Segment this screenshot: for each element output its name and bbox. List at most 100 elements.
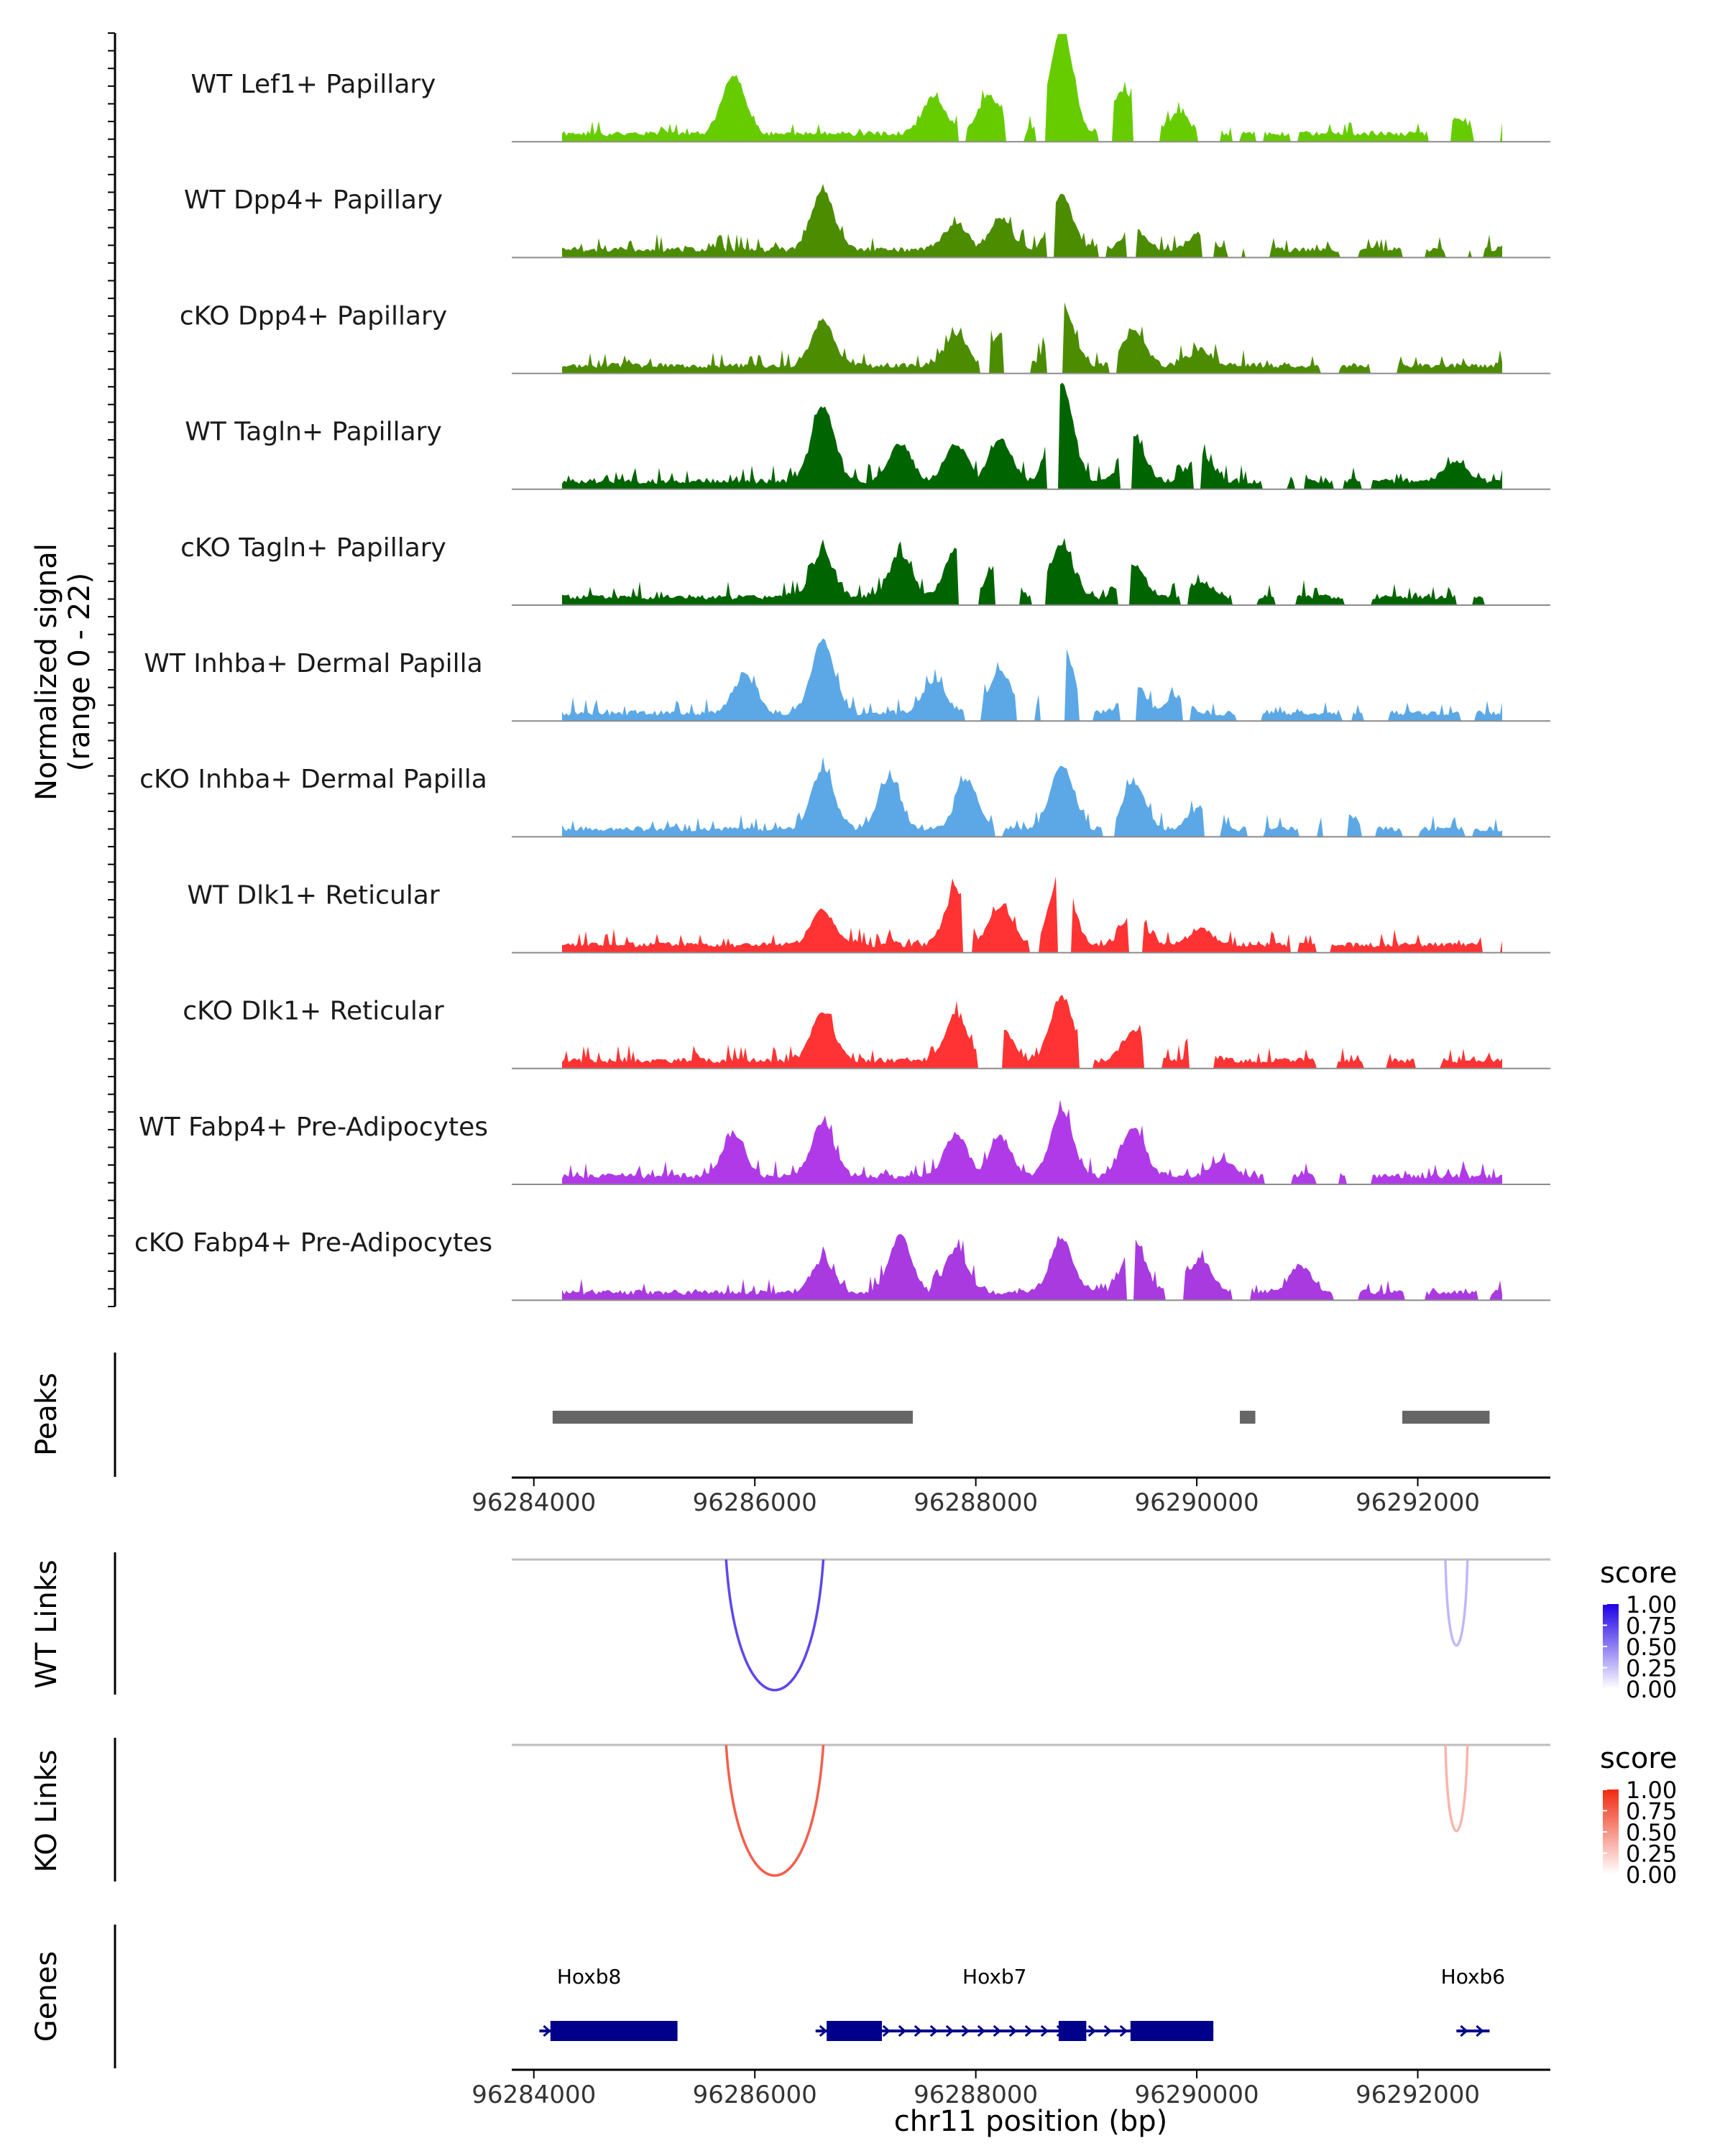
legend-label: 1.00 — [1626, 1777, 1677, 1804]
track-label: WT Dpp4+ Papillary — [184, 185, 443, 215]
gene-label: Hoxb7 — [962, 1965, 1026, 1989]
gene-models: Hoxb8 Hoxb7 Hoxb6 — [539, 1965, 1505, 2041]
strand-arrow — [1460, 2024, 1468, 2037]
x-tick-label: 96290000 — [1135, 1488, 1259, 1517]
legend-label: 1.00 — [1626, 1591, 1677, 1618]
strand-arrow — [1040, 2024, 1049, 2037]
legend-label: 0.75 — [1626, 1798, 1677, 1825]
coverage-track: cKO Tagln+ Papillary — [180, 533, 1550, 606]
legend-label: 0.25 — [1626, 1655, 1677, 1682]
ko-links-panel: KO Links score 1.000.750.500.250.00 — [30, 1738, 1677, 1889]
strand-arrow — [1008, 2024, 1018, 2037]
gene-exon — [1130, 2021, 1214, 2041]
coverage-area — [562, 34, 1502, 142]
strand-arrow — [961, 2024, 970, 2037]
coverage-y-label-line2: (range 0 - 22) — [63, 573, 96, 771]
coverage-area — [562, 995, 1502, 1069]
x-tick-label: 96284000 — [472, 1488, 596, 1517]
wt-links-panel: WT Links score 1.000.750.500.250.00 — [30, 1552, 1677, 1703]
strand-arrow — [898, 2024, 907, 2037]
track-label: WT Tagln+ Papillary — [185, 418, 442, 447]
x-tick-label: 96292000 — [1356, 2081, 1480, 2109]
x-tick-label: 96286000 — [693, 2081, 817, 2109]
peak-region — [1402, 1411, 1490, 1424]
genes-x-label: chr11 position (bp) — [894, 2105, 1168, 2138]
ko-score-legend: score 1.000.750.500.250.00 — [1600, 1742, 1677, 1889]
track-label: cKO Fabp4+ Pre-Adipocytes — [134, 1228, 492, 1258]
gene-exon — [550, 2021, 678, 2041]
coverage-area — [562, 638, 1502, 722]
strand-arrow — [882, 2024, 891, 2037]
strand-arrow — [1024, 2024, 1034, 2037]
strand-arrow — [1103, 2024, 1113, 2037]
track-label: WT Inhba+ Dermal Papilla — [144, 649, 482, 678]
gene-model: Hoxb6 — [1441, 1965, 1505, 2037]
strand-arrow — [1476, 2024, 1484, 2037]
genes-panel: Genes Hoxb8 Hoxb7 Hoxb6 96284000 96286000 96… — [30, 1925, 1550, 2138]
gene-model: Hoxb8 — [539, 1965, 678, 2041]
gene-label: Hoxb6 — [1441, 1965, 1505, 1989]
x-tick-label: 96288000 — [914, 2081, 1038, 2109]
coverage-track: cKO Fabp4+ Pre-Adipocytes — [134, 1228, 1550, 1302]
strand-arrow — [945, 2024, 954, 2037]
peaks-x-ticks: 96284000 96286000 96288000 96290000 96292000 — [472, 1478, 1480, 1517]
ko-legend-title: score — [1600, 1742, 1677, 1775]
wt-legend-title: score — [1600, 1557, 1677, 1590]
gene-label: Hoxb8 — [557, 1965, 621, 1989]
coverage-track: WT Inhba+ Dermal Papilla — [144, 638, 1550, 722]
gene-model: Hoxb7 — [815, 1965, 1214, 2041]
link-arc — [724, 1559, 825, 1692]
peak-region — [1240, 1411, 1256, 1424]
link-arc — [724, 1744, 825, 1877]
x-tick-label: 96286000 — [693, 1488, 817, 1517]
genes-y-label: Genes — [30, 1951, 63, 2042]
coverage-y-ticks — [108, 32, 115, 1307]
coverage-area — [562, 876, 1502, 953]
coverage-track: cKO Inhba+ Dermal Papilla — [139, 756, 1550, 838]
genes-x-ticks: 96284000 96286000 96288000 96290000 96292000 — [472, 2070, 1480, 2109]
peak-region — [552, 1411, 914, 1424]
track-label: cKO Dpp4+ Papillary — [180, 301, 447, 331]
coverage-tracks: WT Lef1+ Papillary WT Dpp4+ Papillary cKO … — [134, 34, 1550, 1302]
gene-exon — [1058, 2021, 1087, 2041]
peak-regions — [552, 1411, 1490, 1424]
coverage-track: cKO Dlk1+ Reticular — [183, 995, 1550, 1069]
strand-arrow — [977, 2024, 986, 2037]
track-label: WT Dlk1+ Reticular — [187, 880, 439, 910]
coverage-track: WT Fabp4+ Pre-Adipocytes — [139, 1100, 1550, 1185]
legend-label: 0.25 — [1626, 1841, 1677, 1868]
legend-label: 0.75 — [1626, 1613, 1677, 1640]
coverage-area — [562, 538, 1502, 605]
track-label: WT Lef1+ Papillary — [191, 70, 436, 99]
legend-label: 0.50 — [1626, 1634, 1677, 1661]
link-arc — [1444, 1559, 1469, 1647]
ko-link-arcs — [724, 1744, 1469, 1877]
coverage-track: WT Dpp4+ Papillary — [184, 183, 1550, 259]
wt-score-legend: score 1.000.750.500.250.00 — [1600, 1557, 1677, 1703]
strand-arrow — [543, 2024, 551, 2037]
wt-legend-labels: 1.000.750.500.250.00 — [1603, 1591, 1677, 1703]
track-label: cKO Dlk1+ Reticular — [183, 997, 444, 1026]
coverage-track: WT Dlk1+ Reticular — [187, 876, 1550, 954]
track-label: cKO Inhba+ Dermal Papilla — [139, 765, 487, 794]
x-tick-label: 96292000 — [1356, 1488, 1480, 1517]
coverage-area — [562, 1100, 1502, 1184]
coverage-area — [562, 756, 1502, 837]
coverage-track: WT Tagln+ Papillary — [185, 382, 1550, 490]
link-arc — [1444, 1744, 1469, 1833]
coverage-panel: Normalized signal (range 0 - 22) WT Lef1… — [30, 32, 1550, 1307]
x-tick-label: 96290000 — [1135, 2081, 1259, 2109]
peaks-y-label: Peaks — [30, 1373, 63, 1456]
track-label: cKO Tagln+ Papillary — [180, 533, 446, 563]
x-tick-label: 96284000 — [472, 2081, 596, 2109]
ko-links-y-label: KO Links — [30, 1750, 63, 1873]
strand-arrow — [1119, 2024, 1128, 2037]
strand-arrow — [914, 2024, 923, 2037]
gene-exon — [827, 2021, 882, 2041]
coverage-area — [562, 302, 1502, 374]
peaks-panel: Peaks 96284000 96286000 96288000 96290000 96… — [30, 1353, 1550, 1517]
legend-label: 0.00 — [1626, 1861, 1677, 1889]
coverage-area — [562, 382, 1502, 489]
coverage-area — [562, 183, 1502, 258]
